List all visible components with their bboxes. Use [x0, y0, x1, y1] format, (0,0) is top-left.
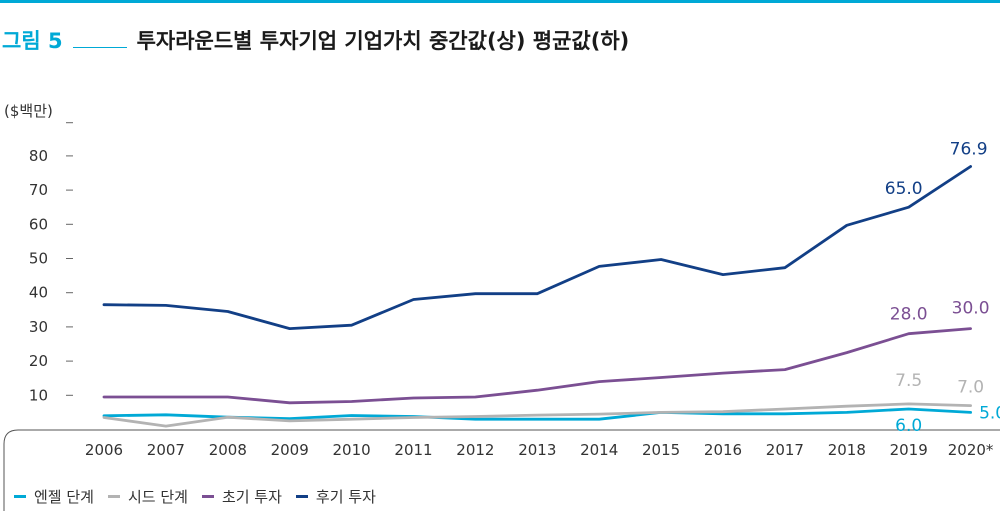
x-tick-label: 2015	[642, 441, 680, 459]
x-tick-label: 2012	[456, 441, 494, 459]
data-label: 5.0	[979, 403, 1000, 423]
x-tick-label: 2010	[333, 441, 371, 459]
legend-item: 시드 단계	[107, 486, 188, 507]
x-tick-label: 2018	[828, 441, 866, 459]
series-line	[102, 165, 972, 331]
y-tick-label: 20	[29, 352, 48, 370]
x-tick-label: 2007	[147, 441, 185, 459]
y-tick-label: 50	[29, 250, 48, 268]
figure-label-rule	[72, 46, 127, 48]
y-tick-label: 40	[29, 284, 48, 302]
x-tick-label: 2017	[766, 441, 804, 459]
data-label: 7.5	[895, 371, 922, 391]
y-tick-label: 70	[29, 181, 48, 199]
legend-swatch	[14, 495, 26, 498]
legend-item: 초기 투자	[201, 486, 282, 507]
figure-header: 그림 5 투자라운드별 투자기업 기업가치 중간값(상) 평균값(하)	[0, 24, 629, 56]
figure-label: 그림 5	[2, 29, 63, 53]
data-label: 28.0	[890, 305, 928, 325]
legend-label: 시드 단계	[127, 488, 188, 506]
y-tick-label: 60	[29, 215, 48, 233]
x-tick-label: 2014	[580, 441, 618, 459]
legend-label: 초기 투자	[221, 488, 282, 506]
x-tick-label: 2011	[394, 441, 432, 459]
legend-swatch	[201, 495, 214, 498]
y-tick-label: 10	[29, 386, 48, 404]
x-tick-label: 2020*	[948, 441, 994, 459]
x-tick-label: 2019	[890, 441, 928, 459]
x-tick-label: 2006	[85, 441, 123, 459]
data-label: 6.0	[895, 416, 922, 436]
legend-label: 후기 투자	[315, 488, 376, 506]
series-line	[102, 327, 972, 405]
data-label: 65.0	[885, 179, 923, 199]
x-tick-label: 2008	[209, 441, 247, 459]
x-tick-label: 2009	[271, 441, 309, 459]
x-tick-label: 2016	[704, 441, 742, 459]
y-tick-label: 30	[29, 318, 48, 336]
legend-item: 후기 투자	[295, 486, 376, 507]
legend-label: 엔젤 단계	[34, 488, 94, 506]
chart-title: 투자라운드별 투자기업 기업가치 중간값(상) 평균값(하)	[136, 29, 630, 53]
legend-swatch	[107, 495, 120, 498]
top-accent-rule	[0, 0, 1000, 3]
data-label: 76.9	[950, 140, 988, 160]
legend-item: 엔젤 단계	[14, 486, 94, 507]
data-label: 30.0	[952, 299, 990, 319]
x-tick-label: 2013	[518, 441, 556, 459]
chart-frame	[3, 429, 1000, 511]
chart-legend: 엔젤 단계 시드 단계 초기 투자 후기 투자	[14, 486, 390, 507]
series-line	[102, 402, 972, 428]
y-tick-label: 80	[29, 147, 48, 165]
legend-swatch	[295, 495, 308, 498]
data-label: 7.0	[957, 378, 984, 398]
y-axis-unit-label: ($백만)	[4, 102, 53, 120]
